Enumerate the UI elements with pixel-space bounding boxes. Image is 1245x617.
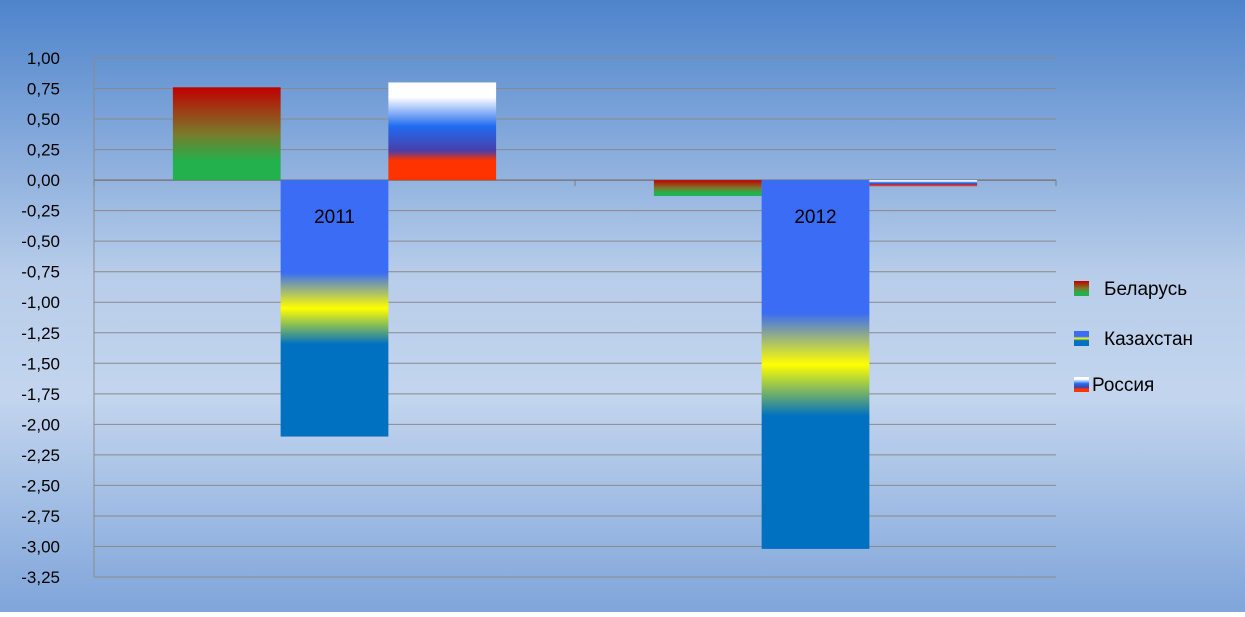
y-tick-label: -2,25 bbox=[21, 446, 60, 465]
y-tick-label: 0,25 bbox=[27, 141, 60, 160]
legend: Беларусь Казахстан Россия bbox=[1074, 279, 1193, 396]
y-tick-label: -2,00 bbox=[21, 415, 60, 434]
legend-label: Россия bbox=[1092, 375, 1154, 396]
x-tick-label: 2012 bbox=[794, 207, 836, 228]
y-tick-label: -1,00 bbox=[21, 293, 60, 312]
bar-belarus-2012 bbox=[653, 180, 762, 196]
y-tick-label: 0,00 bbox=[27, 171, 60, 190]
y-tick-label: -1,25 bbox=[21, 324, 60, 343]
y-tick-label: -0,50 bbox=[21, 232, 60, 251]
legend-swatch bbox=[1074, 377, 1089, 392]
tick-labels: 1,00 0,75 0,50 0,25 0,00 -0,25 -0,50 -0,75 -1,00… bbox=[21, 49, 836, 587]
legend-label: Беларусь bbox=[1104, 279, 1187, 300]
bars bbox=[172, 82, 978, 549]
bar-russia-2012 bbox=[869, 180, 978, 187]
y-tick-label: -0,25 bbox=[21, 202, 60, 221]
y-tick-label: -3,25 bbox=[21, 568, 60, 587]
y-tick-label: -2,75 bbox=[21, 507, 60, 526]
legend-label: Казахстан bbox=[1104, 329, 1193, 350]
x-tick-label: 2011 bbox=[314, 207, 355, 228]
bar-russia-2011 bbox=[388, 82, 497, 181]
bar-kazakhstan-2012 bbox=[761, 180, 870, 549]
y-tick-label: -2,50 bbox=[21, 476, 60, 495]
y-tick-label: 1,00 bbox=[27, 49, 60, 68]
y-tick-label: -3,00 bbox=[21, 537, 60, 556]
legend-swatch bbox=[1074, 281, 1089, 296]
legend-swatch bbox=[1074, 331, 1089, 346]
bar-kazakhstan-2011 bbox=[280, 180, 389, 437]
y-tick-label: 0,50 bbox=[27, 110, 60, 129]
y-tick-label: -0,75 bbox=[21, 263, 60, 282]
bar-belarus-2011 bbox=[172, 87, 281, 181]
y-tick-label: 0,75 bbox=[27, 80, 60, 99]
y-tick-label: -1,50 bbox=[21, 354, 60, 373]
y-tick-label: -1,75 bbox=[21, 385, 60, 404]
